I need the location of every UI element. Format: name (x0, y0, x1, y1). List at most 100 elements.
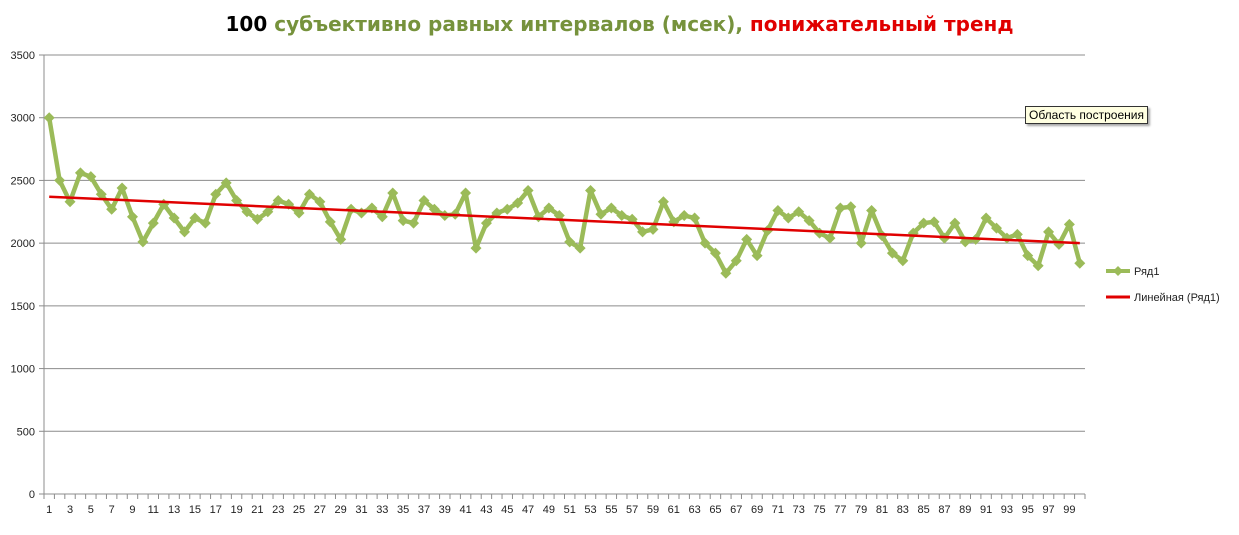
data-point (95, 188, 107, 200)
x-tick-label: 1 (46, 504, 52, 516)
plot-area-tooltip: Область построения (1025, 106, 1148, 124)
x-tick-label: 93 (1001, 504, 1013, 516)
gridlines (44, 54, 1085, 432)
x-tick-label: 95 (1022, 504, 1034, 516)
data-point (43, 112, 55, 124)
data-point (522, 184, 534, 196)
data-point (543, 202, 555, 214)
data-point (845, 201, 857, 213)
data-point (741, 233, 753, 245)
x-tick-label: 31 (355, 504, 367, 516)
x-tick-label: 13 (168, 504, 180, 516)
data-point (595, 208, 607, 220)
data-point (74, 167, 86, 179)
data-point (428, 203, 440, 215)
x-tick-label: 17 (210, 504, 222, 516)
x-tick-label: 5 (88, 504, 94, 516)
trendline-linear (49, 195, 1080, 245)
x-tick-label: 71 (772, 504, 784, 516)
x-tick-label: 57 (626, 504, 638, 516)
data-point (730, 255, 742, 267)
x-tick-label: 91 (980, 504, 992, 516)
y-tick-label: 500 (17, 426, 35, 438)
data-point (241, 206, 253, 218)
axes (39, 54, 1086, 499)
x-tick-label: 43 (480, 504, 492, 516)
data-point (231, 194, 243, 206)
x-tick-label: 15 (189, 504, 201, 516)
data-point (512, 197, 524, 209)
data-point (314, 196, 326, 208)
x-tick-label: 99 (1063, 504, 1075, 516)
data-point (574, 242, 586, 254)
x-tick-label: 33 (376, 504, 388, 516)
x-tick-label: 87 (938, 504, 950, 516)
data-point (168, 212, 180, 224)
data-point (470, 242, 482, 254)
x-tick-label: 81 (876, 504, 888, 516)
legend[interactable]: Ряд1 Линейная (Ряд1) (1106, 266, 1220, 304)
legend-marker-ryad1 (1113, 266, 1123, 276)
x-tick-label: 63 (689, 504, 701, 516)
x-tick-label: 3 (67, 504, 73, 516)
data-point (1043, 226, 1055, 238)
data-point (897, 255, 909, 267)
data-point (210, 188, 222, 200)
x-tick-label: 7 (109, 504, 115, 516)
x-tick-label: 65 (709, 504, 721, 516)
x-tick-label: 27 (314, 504, 326, 516)
chart-title-main: субъективно равных интервалов (мсек), (267, 12, 743, 36)
data-point (803, 215, 815, 227)
chart-title: 100 субъективно равных интервалов (мсек)… (0, 12, 1239, 36)
chart-title-number: 100 (225, 12, 268, 36)
data-point (855, 237, 867, 249)
legend-label-ryad1: Ряд1 (1134, 266, 1159, 278)
y-tick-label: 2000 (11, 238, 35, 250)
x-tick-label: 51 (564, 504, 576, 516)
data-point (751, 250, 763, 262)
data-point (772, 205, 784, 217)
data-point (460, 187, 472, 199)
data-point (1074, 257, 1086, 269)
x-tick-label: 29 (335, 504, 347, 516)
data-point (189, 212, 201, 224)
series-line-ryad1 (46, 117, 1082, 276)
data-point (886, 247, 898, 259)
x-tick-label: 59 (647, 504, 659, 516)
data-point (834, 202, 846, 214)
x-tick-label: 61 (668, 504, 680, 516)
chart-title-trend: понижательный тренд (742, 12, 1014, 36)
x-tick-label: 19 (230, 504, 242, 516)
x-tick-label: 21 (251, 504, 263, 516)
data-point (418, 194, 430, 206)
data-point (126, 211, 138, 223)
x-tick-label: 73 (793, 504, 805, 516)
y-tick-labels: 0 500 1000 1500 2000 2500 3000 3500 (11, 50, 35, 501)
data-point (866, 205, 878, 217)
data-point (324, 216, 336, 228)
x-tick-label: 85 (918, 504, 930, 516)
data-point (564, 236, 576, 248)
data-point (199, 217, 211, 229)
x-tick-label: 39 (439, 504, 451, 516)
data-point (605, 202, 617, 214)
data-point (251, 213, 263, 225)
x-tick-label: 75 (813, 504, 825, 516)
data-point (949, 217, 961, 229)
data-point (616, 210, 628, 222)
x-tick-label: 97 (1042, 504, 1054, 516)
y-tick-label: 2500 (11, 175, 35, 187)
y-tick-label: 3500 (11, 50, 35, 62)
data-point (147, 217, 159, 229)
data-point (699, 237, 711, 249)
x-tick-label: 47 (522, 504, 534, 516)
x-tick-label: 79 (855, 504, 867, 516)
data-point (335, 233, 347, 245)
x-tick-label: 67 (730, 504, 742, 516)
x-tick-label: 77 (834, 504, 846, 516)
x-tick-label: 55 (605, 504, 617, 516)
x-tick-labels: 1 3 5 7 9 11 13 15 17 19 21 23 25 27 29 31 33 35 37 39 41 43 4… (46, 504, 1075, 516)
data-point (376, 211, 388, 223)
legend-label-trend: Линейная (Ряд1) (1134, 292, 1220, 304)
